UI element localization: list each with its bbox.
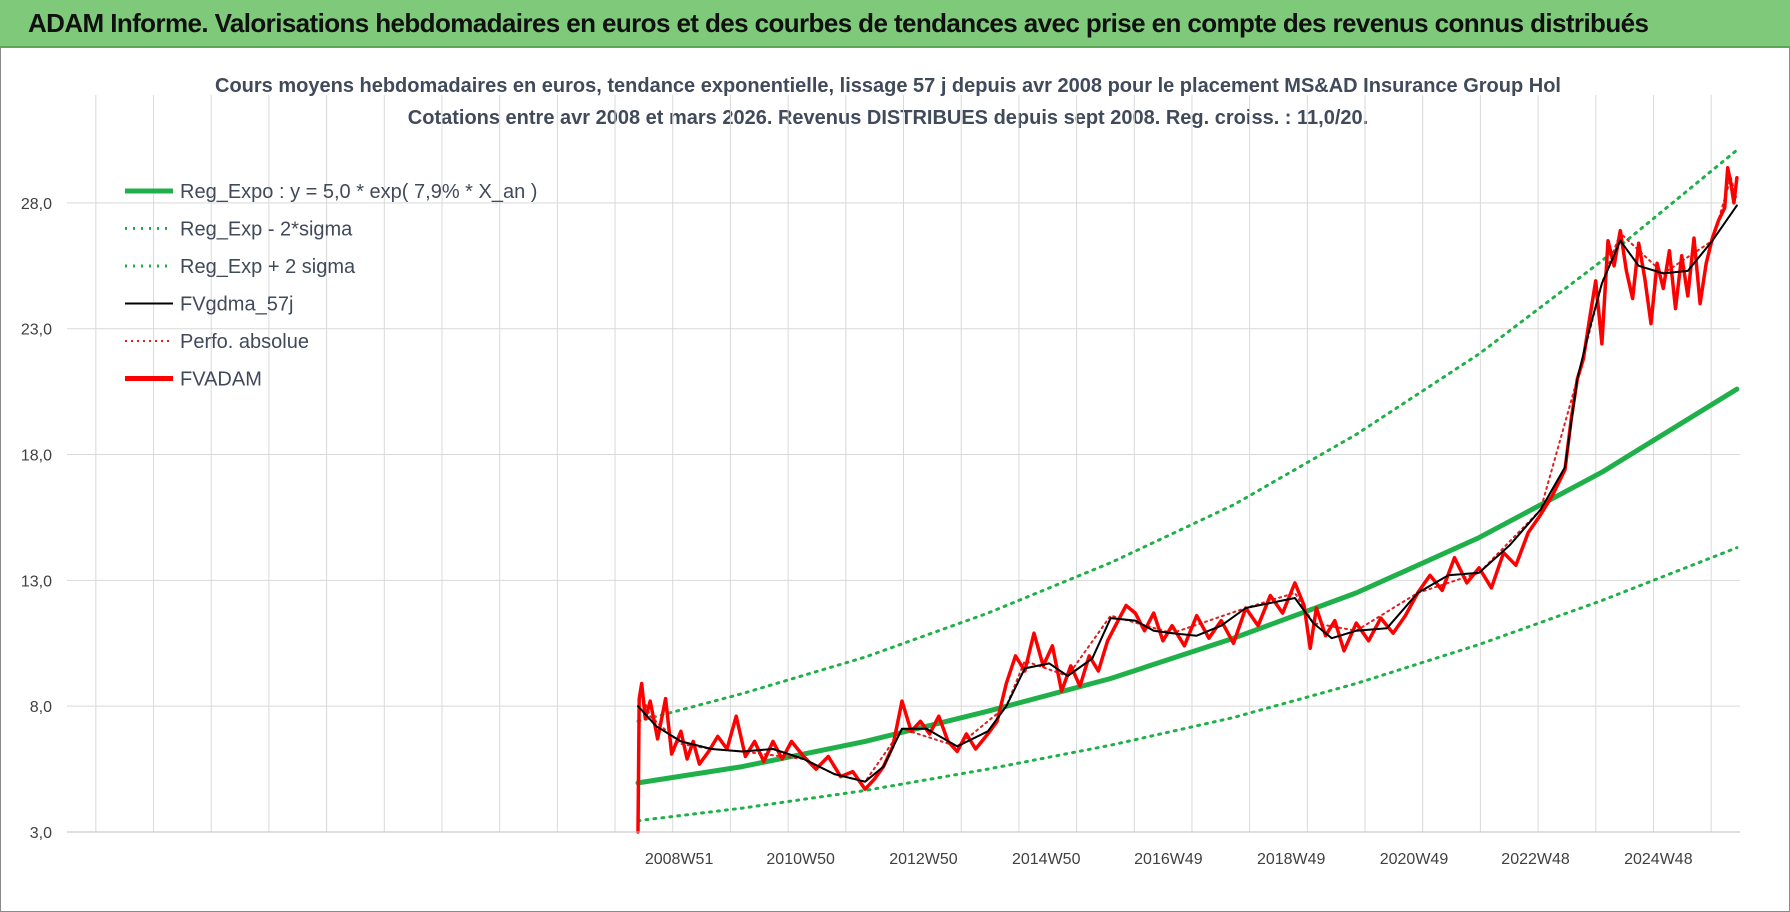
series-line [636, 546, 1739, 823]
x-tick-label: 2022W48 [1501, 851, 1570, 868]
y-tick-label: 23,0 [21, 322, 52, 339]
chart-grid [67, 95, 1740, 833]
legend-label: Reg_Exp + 2 sigma [180, 256, 356, 278]
chart-axes: 3,0 8,0 13,0 18,0 23,0 28,0 2008W51 2010W50 2012… [21, 196, 1740, 868]
chart-legend: Reg_Expo : y = 5,0 * exp( 7,9% * X_an ) R… [125, 181, 537, 391]
y-tick-label: 28,0 [21, 196, 52, 213]
legend-label: FVgdma_57j [180, 294, 293, 316]
chart-title-line2: Cotations entre avr 2008 et mars 2026. R… [408, 107, 1368, 129]
x-tick-label: 2018W49 [1257, 851, 1326, 868]
x-tick-label: 2014W50 [1012, 851, 1081, 868]
legend-label: Reg_Exp - 2*sigma [180, 219, 353, 241]
x-tick-label: 2012W50 [889, 851, 958, 868]
x-tick-label: 2010W50 [766, 851, 835, 868]
y-tick-label: 3,0 [30, 825, 52, 842]
x-tick-label: 2016W49 [1134, 851, 1203, 868]
series-line [637, 176, 1738, 833]
header-banner: ADAM Informe. Valorisations hebdomadaire… [0, 0, 1790, 48]
series-line [635, 386, 1740, 786]
chart-titles: Cours moyens hebdomadaires en euros, ten… [215, 75, 1561, 129]
series-line [636, 148, 1739, 723]
legend-label: Reg_Expo : y = 5,0 * exp( 7,9% * X_an ) [180, 181, 537, 203]
series-line [636, 165, 1739, 834]
y-tick-label: 18,0 [21, 448, 52, 465]
series-line [637, 204, 1738, 783]
x-tick-label: 2024W48 [1624, 851, 1693, 868]
x-tick-label: 2020W49 [1380, 851, 1449, 868]
y-tick-label: 13,0 [21, 573, 52, 590]
chart-series [635, 148, 1740, 834]
chart-title-line1: Cours moyens hebdomadaires en euros, ten… [215, 75, 1561, 97]
legend-label: FVADAM [180, 369, 262, 391]
x-tick-label: 2008W51 [645, 851, 714, 868]
legend-label: Perfo. absolue [180, 331, 309, 353]
page-title: ADAM Informe. Valorisations hebdomadaire… [28, 8, 1649, 38]
y-tick-label: 8,0 [30, 699, 52, 716]
